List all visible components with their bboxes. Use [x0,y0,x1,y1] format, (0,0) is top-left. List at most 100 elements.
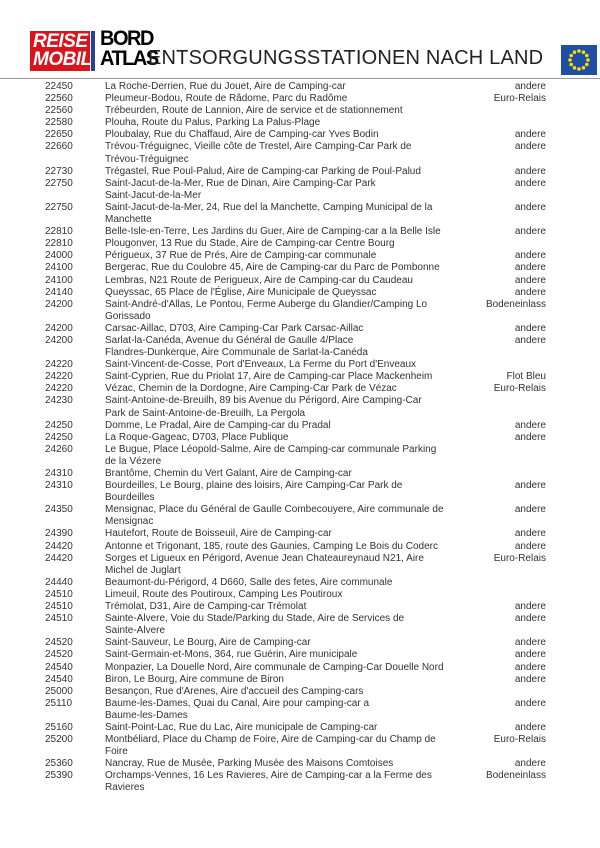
list-item: 24510 Sainte-Alvere, Voie du Stade/Parkin… [0,613,600,637]
list-item: 24200 Carsac-Aillac, D703, Aire Camping-C… [0,323,600,335]
list-item: 24100 Bergerac, Rue du Coulobre 45, Aire … [0,262,600,274]
station-type: Flot Bleu [506,371,546,383]
station-type: andere [514,661,546,673]
postal-code: 25200 [45,734,73,746]
address-line: de la Vézere [105,455,162,467]
station-type: andere [514,81,546,92]
list-item: 24420 Sorges et Ligueux en Périgord, Aven… [0,553,600,577]
postal-code: 24100 [45,262,73,274]
list-item: 25390 Orchamps-Vennes, 16 Les Ravieres, A… [0,770,600,794]
list-item: 24350 Mensignac, Place du Général de Gaul… [0,504,600,528]
address-line: Limeuil, Route des Poutiroux, Camping Le… [105,588,343,600]
address-line: Vézac, Chemin de la Dordogne, Aire Campi… [105,383,397,395]
postal-code: 24200 [45,322,73,334]
address-line: Besançon, Rue d'Arenes, Aire d'accueil d… [105,685,364,697]
address-line: Hautefort, Route de Boisseuil, Aire de C… [105,528,332,540]
address-line: Saint-Jacut-de-la-Mer [105,189,202,201]
station-type: andere [514,262,546,274]
address-line: Sainte-Alvere [105,625,166,637]
list-item: 24510 Limeuil, Route des Poutiroux, Campi… [0,589,600,601]
station-address: Saint-Sauveur, Le Bourg, Aire de Camping… [105,637,445,649]
postal-code: 24310 [45,480,73,492]
postal-code: 24260 [45,443,73,455]
address-line: La Roche-Derrien, Rue du Jouet, Aire de … [105,81,346,92]
station-address: Pleumeur-Bodou, Route de Râdome, Parc du… [105,93,445,105]
station-address: Saint-Jacut-de-la-Mer, 24, Rue del la Ma… [105,202,445,226]
postal-code: 25000 [45,685,73,697]
header-divider [0,78,600,79]
list-item: 24310 Brantôme, Chemin du Vert Galant, Ai… [0,468,600,480]
postal-code: 25360 [45,758,73,770]
address-line: Sarlat-la-Canéda, Avenue du Général de G… [105,334,354,346]
station-address: Antonne et Trigonant, 185, route des Gau… [105,541,445,553]
address-line: Flandres-Dunkerque, Aire Communale de Sa… [105,347,368,359]
postal-code: 22810 [45,238,73,250]
postal-code: 22810 [45,226,73,238]
address-line: Nancray, Rue de Musée, Parking Musée des… [105,758,394,770]
station-address: Limeuil, Route des Poutiroux, Camping Le… [105,589,445,601]
address-line: Domme, Le Pradal, Aire de Camping-car du… [105,419,331,431]
list-item: 24310 Bourdeilles, Le Bourg, plaine des l… [0,480,600,504]
list-item: 24260 Le Bugue, Place Léopold-Salme, Aire… [0,444,600,468]
postal-code: 24220 [45,383,73,395]
address-line: Mensignac, Place du Général de Gaulle Co… [105,504,444,516]
address-line: Saint-Jacut-de-la-Mer, Rue de Dinan, Air… [105,177,376,189]
postal-code: 24510 [45,588,73,600]
postal-code: 24440 [45,576,73,588]
list-item: 24100 Lembras, N21 Route de Perigueux, Ai… [0,275,600,287]
list-item: 24420 Antonne et Trigonant, 185, route de… [0,541,600,553]
list-item: 24390 Hautefort, Route de Boisseuil, Aire… [0,528,600,540]
address-line: Carsac-Aillac, D703, Aire Camping-Car Pa… [105,322,364,334]
station-address: Mensignac, Place du Général de Gaulle Co… [105,504,445,528]
list-item: 24440 Beaumont-du-Périgord, 4 D660, Salle… [0,577,600,589]
list-item: 24520 Saint-Germain-et-Mons, 364, rue Gué… [0,649,600,661]
eu-star [581,50,586,55]
bord-atlas-logo: BORD ATLAS [100,26,159,70]
list-item: 24000 Périgueux, 37 Rue de Prés, Aire de … [0,250,600,262]
station-type: andere [514,334,546,346]
station-address: Trégastel, Rue Poul-Palud, Aire de Campi… [105,166,445,178]
address-line: Queyssac, 65 Place de l'Église, Aire Mun… [105,286,377,298]
address-line: Saint-Antoine-de-Breuilh, 89 bis Avenue … [105,395,422,407]
eu-star [572,50,577,55]
address-line: Saint-Jacut-de-la-Mer, 24, Rue del la Ma… [105,201,433,213]
list-item: 22730 Trégastel, Rue Poul-Palud, Aire de … [0,166,600,178]
eu-star [577,49,581,53]
list-item: 22560 Trébeurden, Route de Lannion, Aire … [0,105,600,117]
station-address: Périgueux, 37 Rue de Prés, Aire de Campi… [105,250,445,262]
address-line: Le Bugue, Place Léopold-Salme, Aire de C… [105,443,437,455]
station-type: andere [514,431,546,443]
station-type: Euro-Relais [493,383,546,395]
station-type: andere [514,613,546,625]
eu-star [586,58,590,62]
postal-code: 24200 [45,334,73,346]
address-line: Bourdeilles, Le Bourg, plaine des loisir… [105,480,403,492]
address-line: Bergerac, Rue du Coulobre 45, Aire de Ca… [105,262,440,274]
station-type: andere [514,226,546,238]
list-item: 24200 Saint-André-d'Allas, Le Pontou, Fer… [0,299,600,323]
postal-code: 24140 [45,286,73,298]
postal-code: 22560 [45,93,73,105]
station-address: Nancray, Rue de Musée, Parking Musée des… [105,758,445,770]
station-address: Carsac-Aillac, D703, Aire Camping-Car Pa… [105,323,445,335]
postal-code: 24520 [45,637,73,649]
station-address: Bourdeilles, Le Bourg, plaine des loisir… [105,480,445,504]
list-item: 24220 Saint-Cyprien, Rue du Priolat 17, A… [0,371,600,383]
postal-code: 24510 [45,601,73,613]
postal-code: 24520 [45,649,73,661]
station-type: andere [514,177,546,189]
station-address: Saint-Jacut-de-la-Mer, Rue de Dinan, Air… [105,178,445,202]
address-line: Trévou-Tréguignec, Vieille côte de Trest… [105,141,412,153]
address-line: Trégastel, Rue Poul-Palud, Aire de Campi… [105,165,421,177]
station-address: Saint-Cyprien, Rue du Priolat 17, Aire d… [105,371,445,383]
station-address: Baume-les-Dames, Quai du Canal, Aire pou… [105,698,445,722]
station-type: andere [514,419,546,431]
postal-code: 22730 [45,165,73,177]
list-item: 22450 La Roche-Derrien, Rue du Jouet, Air… [0,81,600,93]
address-line: Foire [105,746,128,758]
eu-star [569,53,574,58]
address-line: Michel de Juglart [105,564,181,576]
postal-code: 24250 [45,419,73,431]
address-line: Trémolat, D31, Aire de Camping-car Trémo… [105,601,307,613]
station-type: andere [514,201,546,213]
